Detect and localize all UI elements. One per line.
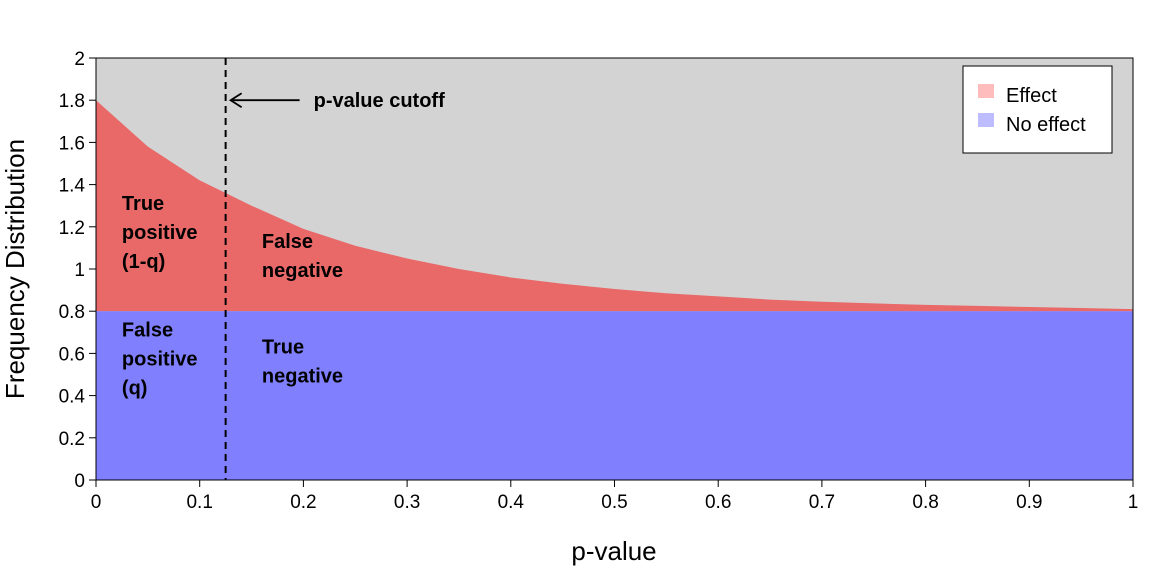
legend-label: No effect <box>1006 114 1086 136</box>
region-label-line: (q) <box>122 378 148 400</box>
series-effect-area <box>96 100 1133 312</box>
y-axis-title: Frequency Distribution <box>0 139 30 399</box>
region-label: False negative <box>262 231 343 282</box>
x-tick-label: 1 <box>1128 492 1139 513</box>
y-tick-label: 0.2 <box>59 429 85 450</box>
region-label-line: negative <box>262 260 343 282</box>
region-label-line: True <box>122 193 164 215</box>
y-tick-label: 1.8 <box>59 91 85 112</box>
x-axis-title: p-value <box>571 536 656 566</box>
x-tick-label: 0 <box>91 492 102 513</box>
region-label: True negative <box>262 336 343 387</box>
legend-swatch <box>978 84 994 98</box>
x-tick-label: 0.9 <box>1016 492 1042 513</box>
legend-label: Effect <box>1006 85 1057 107</box>
series-no-effect-area <box>96 311 1133 480</box>
region-label: False positive (q) <box>122 320 198 400</box>
x-tick-label: 0.8 <box>912 492 938 513</box>
x-tick-label: 0.1 <box>186 492 212 513</box>
y-tick-label: 1.6 <box>59 133 85 154</box>
x-tick-label: 0.7 <box>809 492 835 513</box>
x-tick-label: 0.5 <box>601 492 627 513</box>
cutoff-label: p-value cutoff <box>314 90 445 112</box>
y-tick-label: 0 <box>74 471 85 492</box>
y-tick-label: 2 <box>74 49 85 70</box>
x-tick-label: 0.3 <box>394 492 420 513</box>
y-tick-label: 1.2 <box>59 218 85 239</box>
region-label-line: True <box>262 336 304 358</box>
legend-box <box>962 65 1113 154</box>
x-tick-label: 0.6 <box>705 492 731 513</box>
y-tick-label: 0.8 <box>59 302 85 323</box>
x-tick-label: 0.4 <box>498 492 525 513</box>
region-label-line: False <box>262 231 313 253</box>
y-tick-label: 0.4 <box>59 387 86 408</box>
x-tick-label: 0.2 <box>290 492 316 513</box>
y-tick-label: 1.4 <box>59 176 86 197</box>
region-label-line: (1-q) <box>122 251 165 273</box>
region-label: True positive (1-q) <box>122 193 198 273</box>
region-label-line: False <box>122 320 173 342</box>
legend-swatch <box>978 113 994 127</box>
y-tick-label: 1 <box>74 260 85 281</box>
region-label-line: negative <box>262 365 343 387</box>
axes: 0 0.1 0.2 0.3 0.4 0.5 0.6 0.7 0.8 0.9 1 0 0.2 0.4 0.6 0… <box>59 49 1139 513</box>
region-label-line: positive <box>122 222 198 244</box>
cutoff-arrow-head <box>228 92 243 108</box>
legend: Effect No effect <box>962 65 1113 154</box>
region-label-line: positive <box>122 349 198 371</box>
annotations: p-value cutoff True positive (1-q) False nega… <box>122 58 445 480</box>
y-tick-label: 0.6 <box>59 344 85 365</box>
plot-area <box>96 58 1133 480</box>
